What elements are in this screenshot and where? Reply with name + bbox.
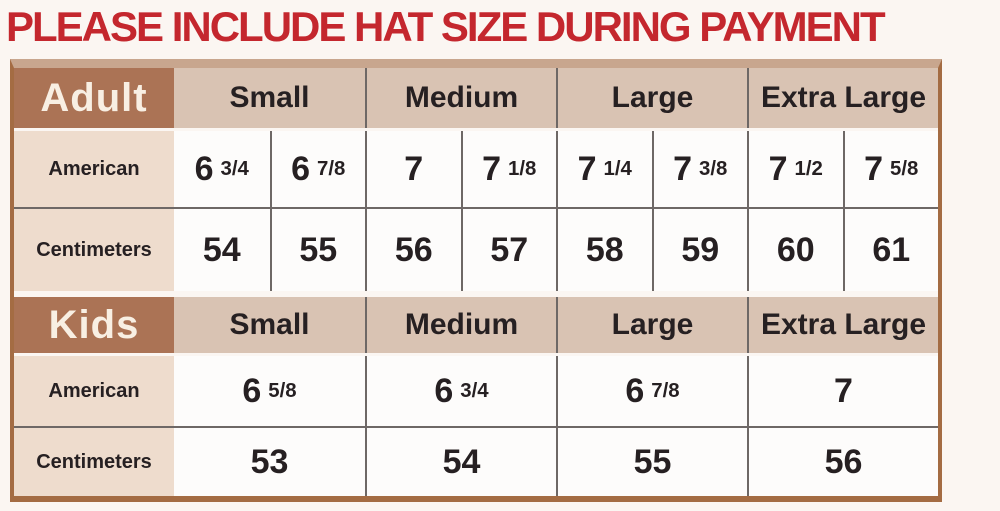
size-header-small: Small (174, 297, 365, 354)
size-value-fraction: 7/8 (317, 157, 346, 180)
size-value-whole: 56 (824, 442, 863, 481)
size-value-whole: 61 (872, 230, 911, 269)
size-value-fraction: 1/8 (508, 157, 537, 180)
size-value-cell: 7 1/8 (460, 131, 556, 208)
size-value-whole: 59 (681, 230, 720, 269)
size-value-whole: 55 (299, 230, 338, 269)
size-value-cell: 56 (365, 207, 461, 292)
size-value-whole: 6 (291, 149, 311, 188)
size-value-whole: 7 (482, 149, 502, 188)
size-header-medium: Medium (365, 68, 556, 129)
size-value-fraction: 3/4 (220, 157, 249, 180)
size-value-fraction: 5/8 (268, 379, 297, 402)
size-value-whole: 7 (834, 371, 853, 410)
row-label-centimeters: Centimeters (14, 207, 174, 292)
size-value-cell: 6 7/8 (556, 356, 747, 427)
size-value-whole: 7 (864, 149, 884, 188)
size-header-medium: Medium (365, 297, 556, 354)
size-value-cell: 55 (269, 207, 365, 292)
size-header-extra-large: Extra Large (747, 297, 938, 354)
size-value-whole: 55 (633, 442, 672, 481)
size-value-cell: 6 3/4 (365, 356, 556, 427)
size-value-whole: 7 (673, 149, 693, 188)
size-value-cell: 58 (556, 207, 652, 292)
page-title: PLEASE INCLUDE HAT SIZE DURING PAYMENT (6, 3, 886, 50)
size-value-cell: 55 (556, 426, 747, 497)
size-value-cell: 7 (747, 356, 938, 427)
size-value-whole: 57 (490, 230, 529, 269)
size-value-cell: 54 (365, 426, 556, 497)
size-header-small: Small (174, 68, 365, 129)
size-value-cell: 61 (842, 207, 938, 292)
section-label-adult: Adult (14, 68, 174, 129)
row-label-american: American (14, 356, 174, 427)
size-value-cell: 60 (747, 207, 843, 292)
size-value-cell: 7 1/4 (556, 131, 652, 208)
row-label-american: American (14, 131, 174, 208)
size-value-fraction: 3/8 (699, 157, 728, 180)
size-value-whole: 7 (577, 149, 597, 188)
size-value-whole: 60 (776, 230, 815, 269)
size-value-cell: 6 7/8 (269, 131, 365, 208)
size-value-whole: 6 (242, 371, 262, 410)
size-value-cell: 6 3/4 (174, 131, 270, 208)
size-value-whole: 6 (434, 371, 454, 410)
size-header-extra-large: Extra Large (747, 68, 938, 129)
size-header-large: Large (556, 68, 747, 129)
size-value-fraction: 1/4 (603, 157, 632, 180)
section-label-kids: Kids (14, 297, 174, 354)
size-value-whole: 6 (194, 149, 214, 188)
size-value-whole: 6 (625, 371, 645, 410)
size-value-whole: 58 (585, 230, 624, 269)
size-value-cell: 54 (174, 207, 270, 292)
size-value-whole: 54 (202, 230, 241, 269)
size-value-cell: 7 1/2 (747, 131, 843, 208)
size-value-cell: 57 (460, 207, 556, 292)
size-value-whole: 53 (250, 442, 289, 481)
size-value-fraction: 3/4 (460, 379, 489, 402)
size-value-cell: 7 3/8 (651, 131, 747, 208)
size-value-whole: 54 (442, 442, 481, 481)
size-value-cell: 59 (651, 207, 747, 292)
size-value-whole: 7 (404, 149, 424, 188)
size-value-cell: 7 5/8 (842, 131, 938, 208)
size-table: Adult Small Medium Large Extra Large American… (10, 59, 942, 503)
size-value-fraction: 5/8 (890, 157, 919, 180)
size-header-large: Large (556, 297, 747, 354)
size-value-fraction: 7/8 (651, 379, 680, 402)
size-value-whole: 56 (394, 230, 433, 269)
size-value-fraction: 1/2 (794, 157, 823, 180)
size-value-cell: 56 (747, 426, 938, 497)
size-value-cell: 53 (174, 426, 365, 497)
size-value-cell: 7 (365, 131, 461, 208)
size-value-whole: 7 (768, 149, 788, 188)
row-label-centimeters: Centimeters (14, 426, 174, 497)
size-value-cell: 6 5/8 (174, 356, 365, 427)
